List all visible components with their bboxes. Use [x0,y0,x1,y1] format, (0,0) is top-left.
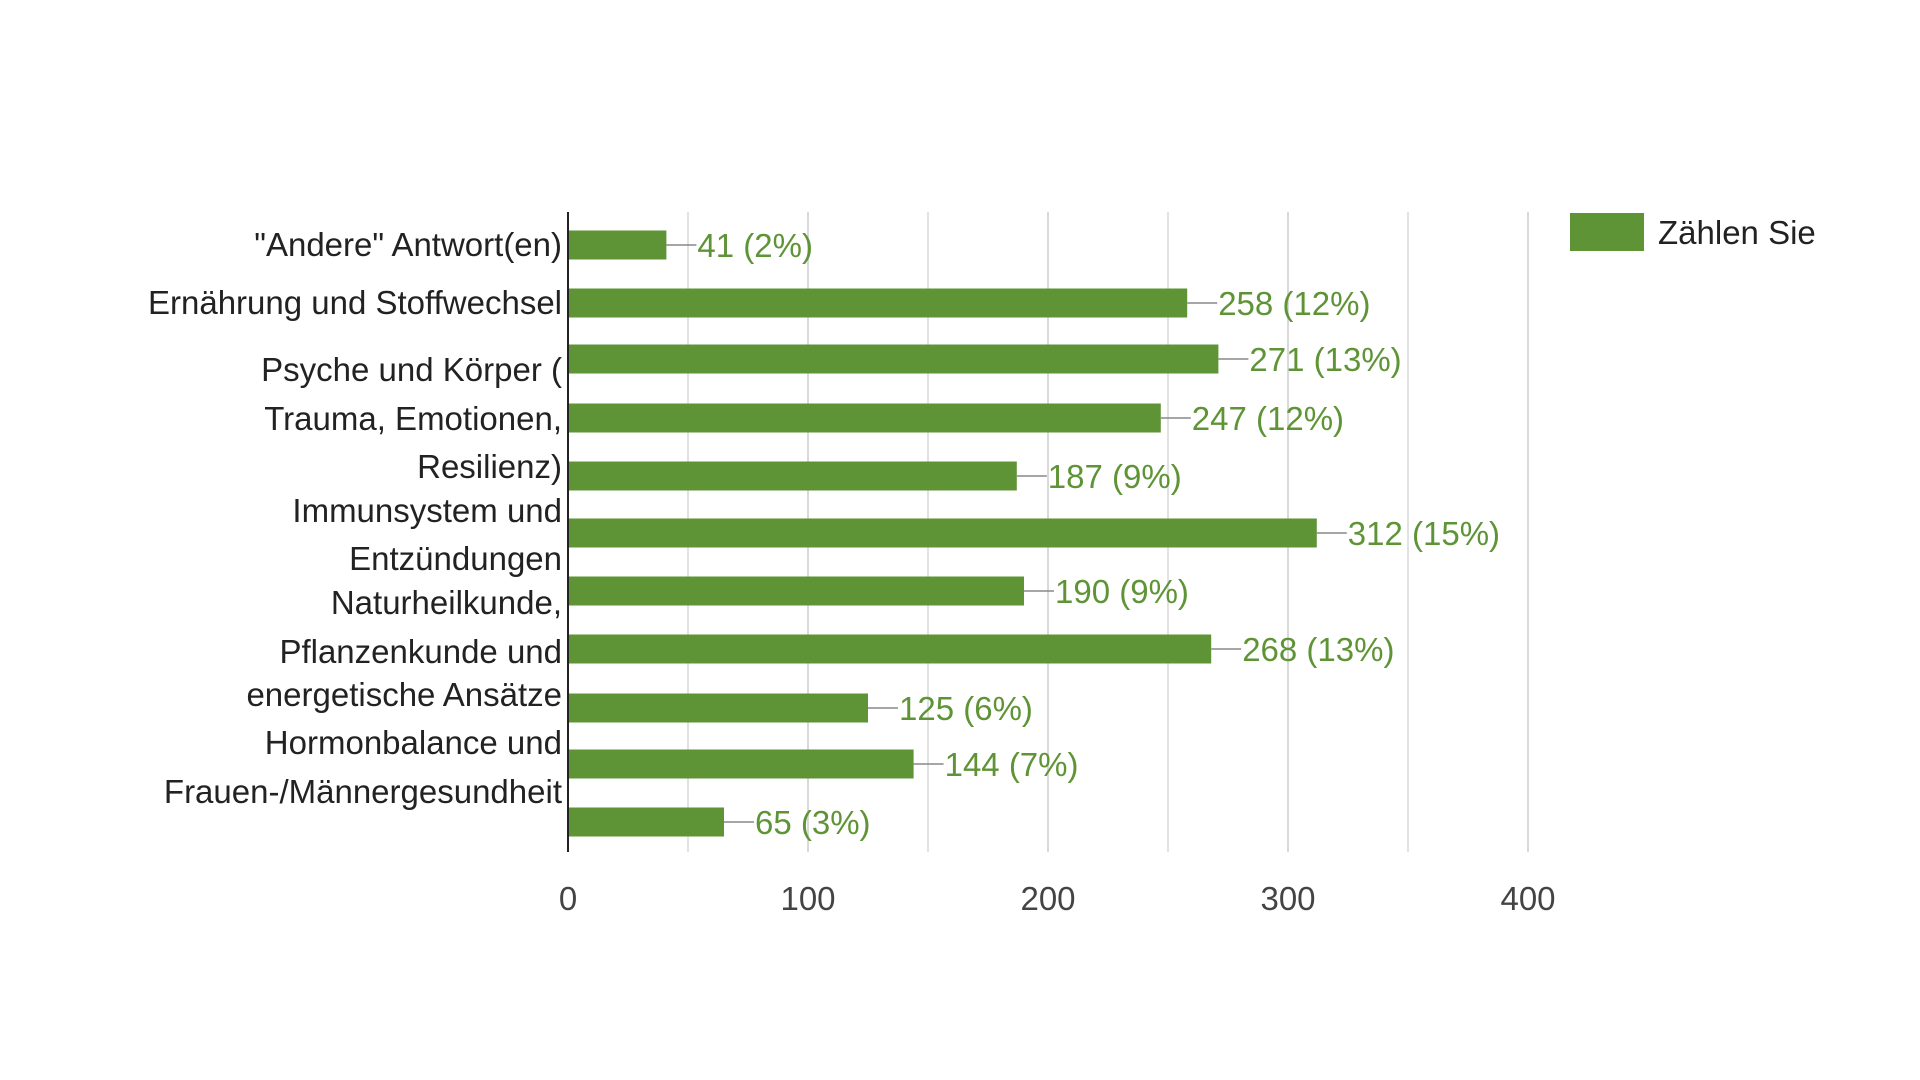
x-tick-label: 200 [1020,880,1075,917]
data-label: 312 (15%) [1348,515,1500,552]
bar[interactable] [568,749,914,779]
bar[interactable] [568,344,1219,374]
bar[interactable] [568,403,1161,433]
category-label: Ernährung und Stoffwechsel [148,284,562,321]
category-label: Immunsystem und [292,492,562,529]
data-label: 190 (9%) [1055,573,1189,610]
legend-swatch [1570,213,1644,251]
category-label: "Andere" Antwort(en) [254,226,562,263]
x-tick-label: 0 [559,880,577,917]
x-tick-label: 300 [1260,880,1315,917]
category-label: Resilienz) [417,448,562,485]
bar[interactable] [568,807,724,837]
x-tick-label: 100 [780,880,835,917]
x-tick-label: 400 [1500,880,1555,917]
data-label: 125 (6%) [899,690,1033,727]
bar[interactable] [568,693,868,723]
category-label: Frauen-/Männergesundheit [164,773,562,810]
category-label: Trauma, Emotionen, [264,400,562,437]
bar[interactable] [568,230,667,260]
data-label: 65 (3%) [755,804,871,841]
data-label: 247 (12%) [1192,400,1344,437]
category-label: Psyche und Körper ( [261,351,562,388]
category-label: Pflanzenkunde und [279,633,562,670]
data-label: 258 (12%) [1218,285,1370,322]
data-label: 144 (7%) [945,746,1079,783]
category-label: Naturheilkunde, [331,584,562,621]
data-label: 41 (2%) [697,227,813,264]
data-label: 268 (13%) [1242,631,1394,668]
bar[interactable] [568,634,1212,664]
category-label: Hormonbalance und [265,724,562,761]
bar[interactable] [568,576,1024,606]
data-label: 271 (13%) [1249,341,1401,378]
bar[interactable] [568,288,1188,318]
category-label: Entzündungen [349,540,562,577]
legend-label: Zählen Sie [1658,214,1816,251]
category-label: energetische Ansätze [246,676,562,713]
bar[interactable] [568,461,1017,491]
data-label: 187 (9%) [1048,458,1182,495]
bar[interactable] [568,518,1317,548]
